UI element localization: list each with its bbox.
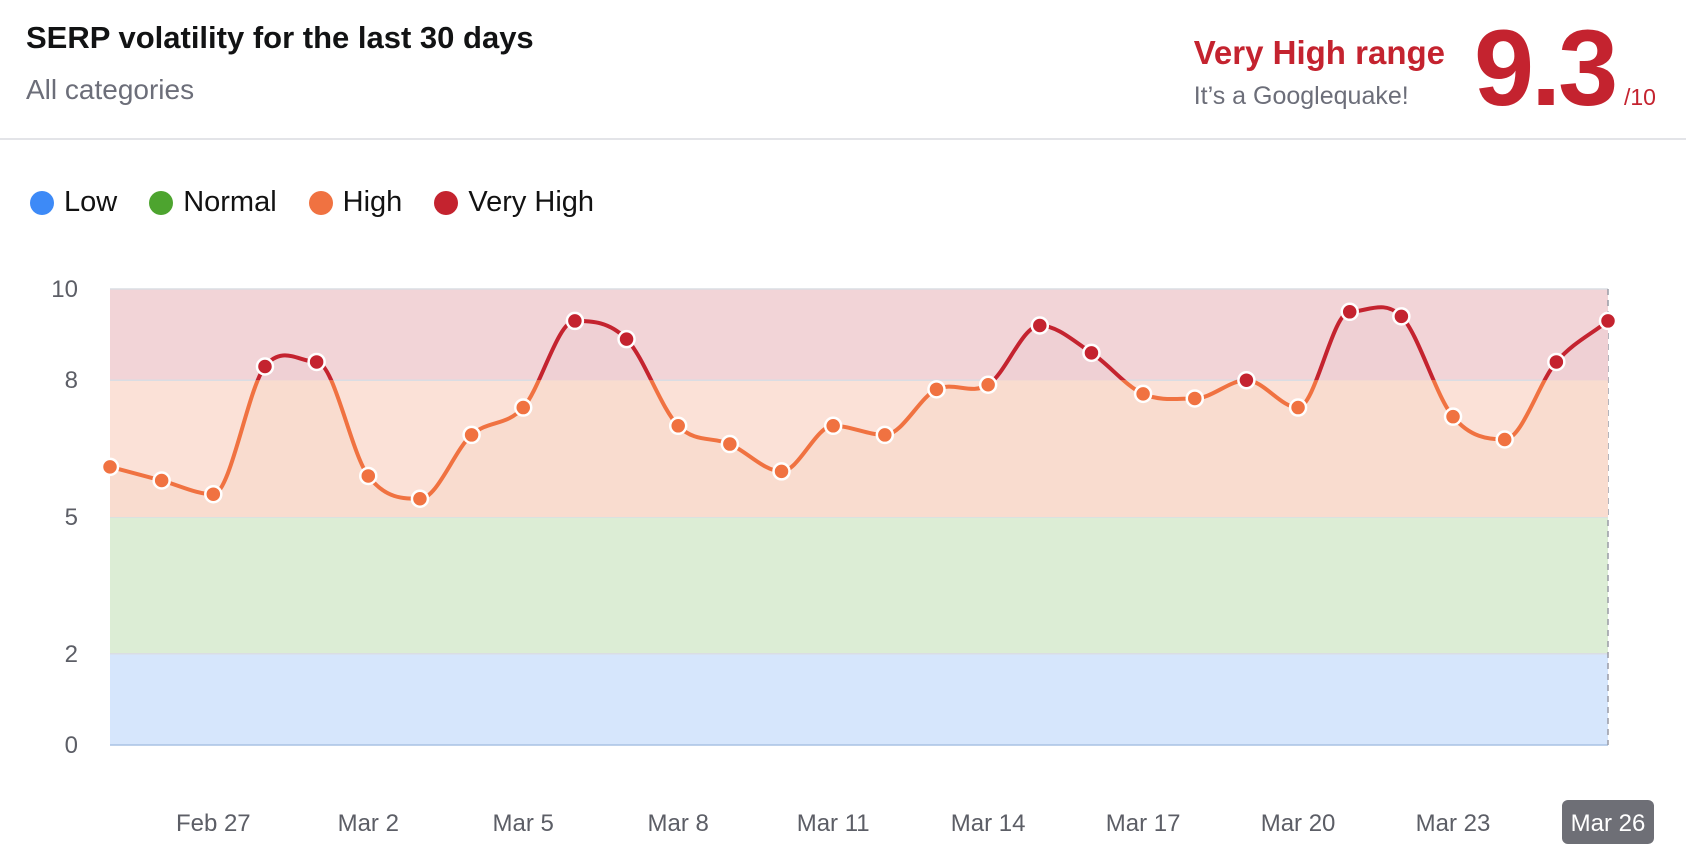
x-tick-label: Mar 17 [1106,810,1181,837]
data-point [152,471,171,490]
chart-title: SERP volatility for the last 30 days [26,20,534,55]
data-point [1082,343,1101,363]
data-point [978,375,998,395]
chart-header: SERP volatility for the last 30 days All… [0,0,1686,140]
data-point [359,466,378,486]
legend-dot-high [308,190,333,215]
y-tick-label: 10 [51,276,78,303]
series-line-very-high [255,305,1610,381]
y-tick-label: 8 [65,367,78,394]
legend-item-very-high[interactable]: Very High [434,186,594,219]
legend-dot-normal [149,190,174,215]
band-low [110,653,1608,745]
data-point [513,398,533,417]
data-point [1547,352,1566,372]
data-point [1443,407,1463,426]
data-point [617,329,636,349]
x-tick-label: Feb 27 [176,810,251,837]
legend-label-very-high: Very High [468,186,595,218]
area-very-high [257,307,1608,381]
legend-dot-very-high [434,190,459,215]
data-point [1392,307,1411,326]
data-point [1030,316,1050,335]
x-tick-label: Mar 14 [951,810,1026,837]
x-tick-label: Mar 2 [338,810,399,837]
x-tick-label: Mar 11 [797,810,870,837]
data-point [823,416,843,436]
x-tick-label: Mar 26 [1571,810,1646,837]
legend-item-high[interactable]: High [308,186,403,219]
data-point [875,425,895,445]
chart-subtitle: All categories [26,74,195,105]
range-label: Very High range [1193,34,1445,71]
data-point [1495,430,1514,449]
active-x-label-bg [1562,800,1654,844]
legend-label-low: Low [64,186,118,218]
legend-label-normal: Normal [183,186,277,218]
x-tick-label: Mar 8 [648,810,709,837]
data-point [410,489,430,509]
band-normal [110,517,1608,654]
data-point [772,462,791,481]
legend-dot-low [30,190,54,215]
score-max: /10 [1624,84,1656,110]
range-description: It’s a Googlequake! [1193,82,1409,110]
y-tick-label: 0 [65,732,78,759]
x-tick-label: Mar 5 [493,810,554,837]
data-point [204,484,223,504]
data-point [668,416,688,436]
legend-item-normal[interactable]: Normal [149,186,277,219]
data-point [100,457,120,477]
data-point [1340,302,1359,322]
y-tick-label: 5 [65,504,78,531]
x-tick-label: Mar 20 [1261,810,1336,837]
data-point [565,311,585,331]
data-point [255,357,275,376]
data-point [1185,389,1205,408]
legend: Low Normal High Very High [30,186,626,219]
legend-label-high: High [342,186,403,218]
range-block: Very High range It’s a Googlequake! [1194,34,1445,111]
data-point [927,380,946,399]
area-high [110,380,1608,517]
y-tick-label: 2 [65,641,78,668]
series-line-high [109,380,1547,501]
data-point [1288,398,1308,417]
data-point [307,352,326,372]
x-tick-label: Mar 23 [1416,810,1491,837]
legend-item-low[interactable]: Low [30,186,117,219]
data-point [1237,370,1256,390]
volatility-score: 9.3 [1474,7,1618,128]
data-point [1598,311,1618,331]
data-point [462,425,481,445]
data-point [1133,384,1153,404]
data-point [720,434,740,454]
